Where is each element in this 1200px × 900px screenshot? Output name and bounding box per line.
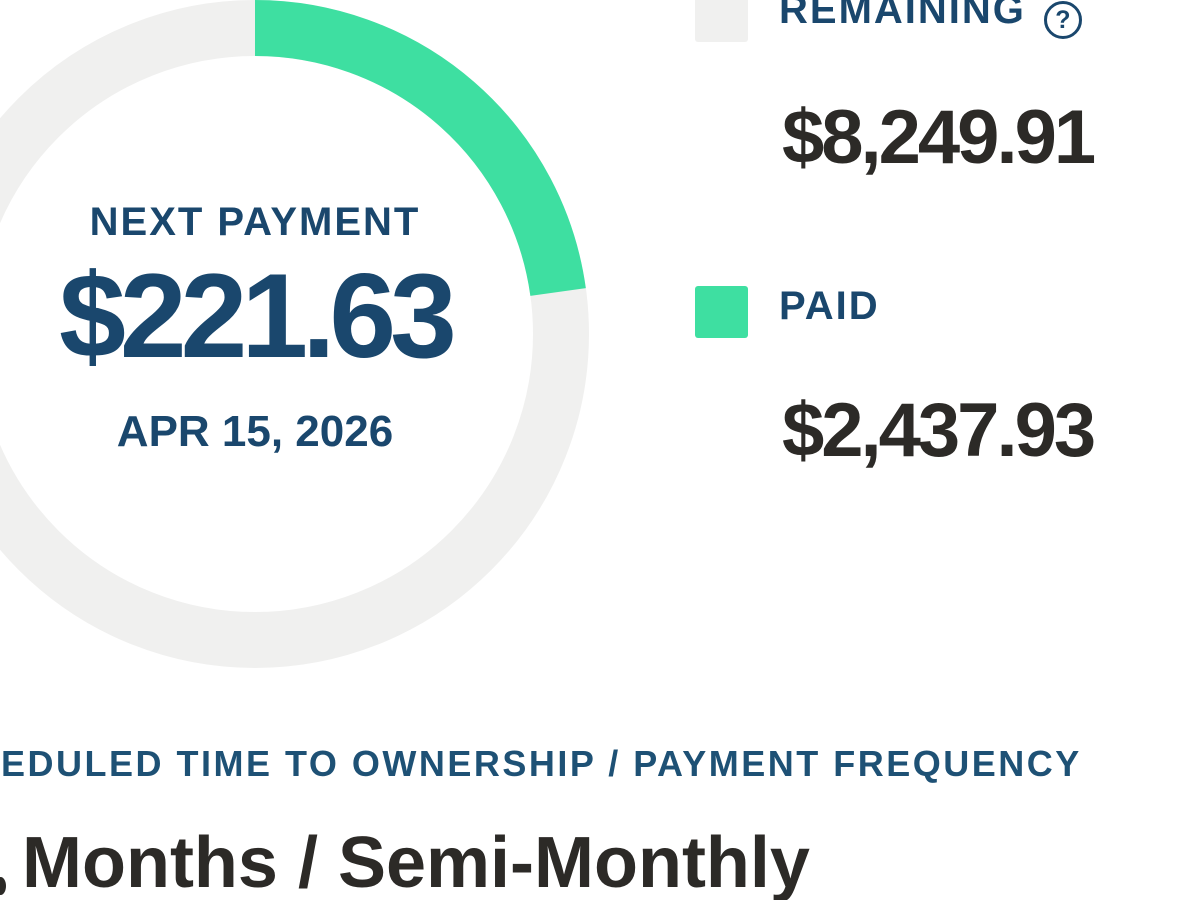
legend-label-paid: PAID (779, 284, 880, 328)
donut-chart: NEXT PAYMENT $221.63 APR 15, 2026 (0, 0, 589, 668)
donut-center: NEXT PAYMENT $221.63 APR 15, 2026 (0, 56, 533, 612)
legend-value-paid: $2,437.93 (782, 388, 1096, 473)
help-icon[interactable]: ? (1043, 1, 1082, 39)
legend-row-paid: PAID (779, 286, 880, 326)
chart-legend: REMAINING ? $8,249.91 PAID $2,437.93 (695, 0, 1195, 500)
legend-swatch-paid (695, 286, 748, 338)
footer-heading: EDULED TIME TO OWNERSHIP / PAYMENT FREQU… (1, 743, 1082, 784)
legend-label-remaining: REMAINING (779, 0, 1026, 32)
legend-swatch-remaining (695, 0, 748, 42)
next-payment-date: APR 15, 2026 (116, 407, 394, 456)
clipped-digit-fragment (0, 877, 6, 895)
footer-value: Months / Semi-Monthly (22, 823, 810, 900)
donut-ring-svg (0, 0, 589, 668)
legend-row-remaining: REMAINING ? (779, 0, 1082, 39)
donut-arc-paid (254, 0, 586, 297)
legend-value-remaining: $8,249.91 (782, 95, 1096, 180)
next-payment-label: NEXT PAYMENT (89, 200, 421, 244)
next-payment-amount: $221.63 (59, 249, 457, 383)
